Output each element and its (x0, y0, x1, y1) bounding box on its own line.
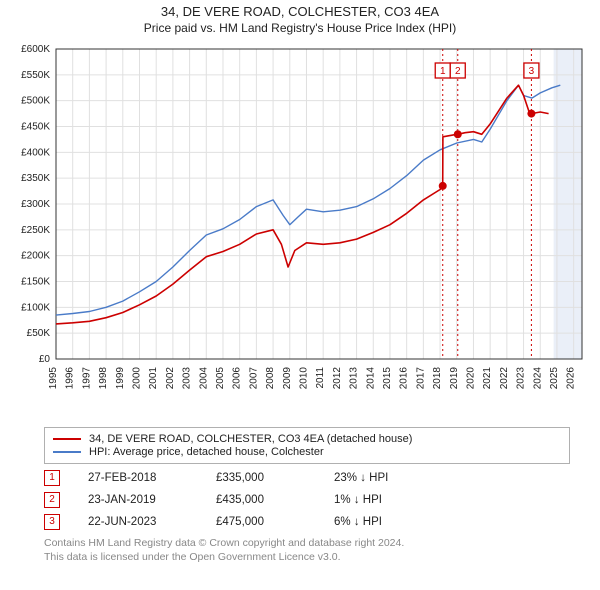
svg-text:2009: 2009 (282, 367, 293, 390)
svg-text:1996: 1996 (65, 367, 76, 390)
sale-date: 23-JAN-2019 (88, 494, 188, 506)
svg-text:2000: 2000 (131, 367, 142, 390)
svg-text:£550K: £550K (21, 70, 50, 81)
sale-diff: 6% ↓ HPI (334, 516, 424, 528)
svg-text:2022: 2022 (499, 367, 510, 390)
svg-text:2017: 2017 (415, 367, 426, 390)
sale-date: 22-JUN-2023 (88, 516, 188, 528)
svg-text:2010: 2010 (298, 367, 309, 390)
svg-text:2003: 2003 (182, 367, 193, 390)
price-chart: £0 £50K £100K £150K £200K £250K £300K £350K £400… (6, 41, 594, 421)
svg-text:1: 1 (440, 66, 446, 77)
svg-text:£200K: £200K (21, 251, 50, 262)
svg-text:£100K: £100K (21, 302, 50, 313)
svg-text:£500K: £500K (21, 96, 50, 107)
sale-diff: 23% ↓ HPI (334, 472, 424, 484)
legend-item-property: 34, DE VERE ROAD, COLCHESTER, CO3 4EA (d… (53, 433, 561, 445)
sale-diff: 1% ↓ HPI (334, 494, 424, 506)
sale-price: £335,000 (216, 472, 306, 484)
attribution: Contains HM Land Registry data © Crown c… (44, 536, 594, 564)
sale-price: £435,000 (216, 494, 306, 506)
attribution-line: Contains HM Land Registry data © Crown c… (44, 536, 594, 550)
svg-text:1999: 1999 (115, 367, 126, 390)
svg-text:2024: 2024 (532, 367, 543, 390)
legend-label: 34, DE VERE ROAD, COLCHESTER, CO3 4EA (d… (89, 433, 412, 445)
sale-row: 1 27-FEB-2018 £335,000 23% ↓ HPI (44, 470, 594, 486)
svg-text:2025: 2025 (549, 367, 560, 390)
svg-text:2012: 2012 (332, 367, 343, 390)
svg-text:2015: 2015 (382, 367, 393, 390)
legend: 34, DE VERE ROAD, COLCHESTER, CO3 4EA (d… (44, 427, 570, 464)
sale-marker: 3 (44, 514, 60, 530)
svg-text:2: 2 (455, 66, 461, 77)
svg-text:2011: 2011 (315, 367, 326, 389)
sales-table: 1 27-FEB-2018 £335,000 23% ↓ HPI 2 23-JAN-201… (6, 470, 594, 530)
svg-text:2001: 2001 (148, 367, 159, 390)
sale-marker: 2 (44, 492, 60, 508)
svg-text:1995: 1995 (48, 367, 59, 390)
sale-date: 27-FEB-2018 (88, 472, 188, 484)
svg-text:£0: £0 (39, 354, 51, 365)
svg-text:2005: 2005 (215, 367, 226, 390)
svg-text:£400K: £400K (21, 147, 50, 158)
svg-text:2007: 2007 (248, 367, 259, 390)
svg-text:2026: 2026 (566, 367, 577, 390)
svg-text:2013: 2013 (349, 367, 360, 390)
svg-text:£250K: £250K (21, 225, 50, 236)
svg-text:2006: 2006 (232, 367, 243, 390)
chart-title: 34, DE VERE ROAD, COLCHESTER, CO3 4EA (6, 4, 594, 19)
legend-item-hpi: HPI: Average price, detached house, Colc… (53, 446, 561, 458)
svg-text:2016: 2016 (399, 367, 410, 390)
svg-text:1997: 1997 (81, 367, 92, 390)
svg-text:£450K: £450K (21, 122, 50, 133)
sale-row: 2 23-JAN-2019 £435,000 1% ↓ HPI (44, 492, 594, 508)
svg-text:1998: 1998 (98, 367, 109, 390)
svg-text:2008: 2008 (265, 367, 276, 390)
legend-label: HPI: Average price, detached house, Colc… (89, 446, 324, 458)
svg-text:2021: 2021 (482, 367, 493, 390)
svg-text:£150K: £150K (21, 277, 50, 288)
svg-text:£300K: £300K (21, 199, 50, 210)
sale-marker: 1 (44, 470, 60, 486)
svg-text:2014: 2014 (365, 367, 376, 390)
svg-text:3: 3 (529, 66, 535, 77)
svg-text:£600K: £600K (21, 44, 50, 55)
svg-text:2020: 2020 (465, 367, 476, 390)
svg-text:2023: 2023 (516, 367, 527, 390)
legend-swatch (53, 451, 81, 453)
sale-price: £475,000 (216, 516, 306, 528)
sale-row: 3 22-JUN-2023 £475,000 6% ↓ HPI (44, 514, 594, 530)
svg-text:2004: 2004 (198, 367, 209, 390)
legend-swatch (53, 438, 81, 440)
chart-subtitle: Price paid vs. HM Land Registry's House … (6, 21, 594, 35)
svg-text:2018: 2018 (432, 367, 443, 390)
svg-text:£50K: £50K (27, 328, 51, 339)
chart-header: 34, DE VERE ROAD, COLCHESTER, CO3 4EA Pr… (6, 4, 594, 35)
svg-text:2019: 2019 (449, 367, 460, 390)
attribution-line: This data is licensed under the Open Gov… (44, 550, 594, 564)
chart-area: £0 £50K £100K £150K £200K £250K £300K £350K £400… (6, 41, 594, 421)
svg-text:2002: 2002 (165, 367, 176, 390)
svg-text:£350K: £350K (21, 173, 50, 184)
